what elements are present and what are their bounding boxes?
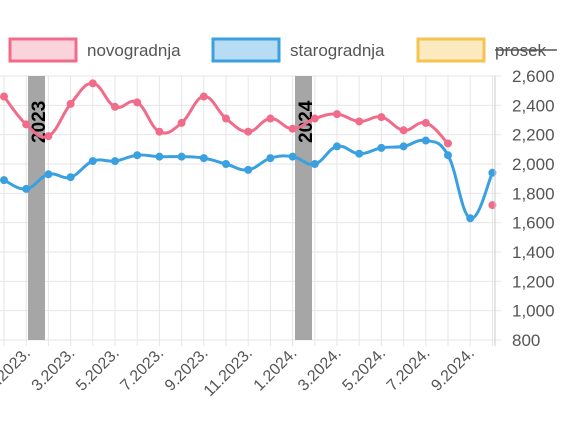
data-point-novogradnja bbox=[266, 114, 275, 123]
y-tick-label: 2,000 bbox=[512, 155, 555, 174]
data-point-novogradnja bbox=[488, 201, 497, 210]
data-point-starogradnja bbox=[199, 154, 208, 163]
y-tick-label: 1,200 bbox=[512, 272, 555, 291]
legend-label-novogradnja[interactable]: novogradnja bbox=[87, 41, 181, 60]
y-tick-label: 1,400 bbox=[512, 243, 555, 262]
data-point-novogradnja bbox=[111, 102, 119, 111]
data-point-starogradnja bbox=[488, 168, 497, 177]
data-point-starogradnja bbox=[288, 152, 297, 161]
y-tick-label: 2,600 bbox=[512, 67, 555, 86]
data-point-novogradnja bbox=[155, 127, 164, 136]
data-point-novogradnja bbox=[288, 124, 297, 133]
grid bbox=[0, 75, 501, 346]
data-point-starogradnja bbox=[421, 136, 430, 145]
y-tick-label: 2,200 bbox=[512, 126, 555, 145]
data-point-novogradnja bbox=[399, 126, 408, 135]
axes: 2,600 2,400 2,200 2,000 1,800 1,600 1,400 1,200… bbox=[0, 67, 555, 400]
x-tick-label: 5.2023. bbox=[73, 345, 123, 395]
legend: novogradnja starogradnja prosek bbox=[8, 37, 557, 63]
legend-label-starogradnja[interactable]: starogradnja bbox=[290, 41, 385, 60]
data-point-novogradnja bbox=[421, 118, 430, 127]
x-tick-label: 1.2023. bbox=[0, 345, 34, 395]
data-point-starogradnja bbox=[111, 157, 119, 166]
y-tick-label: 1,600 bbox=[512, 214, 555, 233]
data-point-novogradnja bbox=[199, 92, 208, 101]
data-point-novogradnja bbox=[44, 132, 53, 141]
year-band bbox=[28, 76, 45, 340]
x-tick-label: 3.2024. bbox=[295, 345, 345, 395]
data-point-novogradnja bbox=[333, 110, 341, 119]
x-tick-label: 9.2024. bbox=[428, 345, 478, 395]
data-point-starogradnja bbox=[466, 214, 475, 223]
year-band bbox=[295, 76, 312, 340]
data-point-novogradnja bbox=[355, 117, 364, 126]
data-point-novogradnja bbox=[444, 139, 452, 148]
data-point-starogradnja bbox=[333, 142, 341, 151]
data-point-starogradnja bbox=[0, 176, 8, 185]
data-point-novogradnja bbox=[310, 114, 319, 123]
data-point-starogradnja bbox=[44, 170, 53, 179]
data-point-starogradnja bbox=[377, 143, 386, 152]
y-tick-label: 2,400 bbox=[512, 96, 555, 115]
legend-swatch-novogradnja[interactable] bbox=[8, 37, 78, 63]
data-point-starogradnja bbox=[88, 157, 97, 166]
data-point-starogradnja bbox=[444, 151, 452, 160]
x-tick-label: 3.2023. bbox=[29, 345, 79, 395]
data-point-starogradnja bbox=[177, 152, 186, 161]
data-point-novogradnja bbox=[177, 118, 186, 127]
legend-swatch-prosek[interactable] bbox=[416, 37, 486, 63]
y-tick-label: 800 bbox=[512, 331, 540, 350]
series-layer bbox=[0, 79, 497, 223]
data-point-novogradnja bbox=[88, 79, 97, 88]
data-point-novogradnja bbox=[222, 114, 230, 123]
data-point-starogradnja bbox=[155, 152, 164, 161]
data-point-novogradnja bbox=[133, 98, 142, 107]
data-point-starogradnja bbox=[266, 154, 275, 163]
data-point-novogradnja bbox=[0, 92, 8, 101]
data-point-novogradnja bbox=[22, 120, 31, 129]
data-point-novogradnja bbox=[244, 127, 253, 136]
x-tick-label: 7.2023. bbox=[117, 345, 167, 395]
x-tick-label: 11.2023. bbox=[201, 345, 256, 400]
x-tick-label: 7.2024. bbox=[384, 345, 434, 395]
y-tick-label: 1,800 bbox=[512, 184, 555, 203]
data-point-starogradnja bbox=[222, 160, 230, 168]
data-point-starogradnja bbox=[355, 149, 364, 158]
legend-swatch-starogradnja[interactable] bbox=[211, 37, 281, 63]
data-point-novogradnja bbox=[66, 99, 75, 108]
data-point-starogradnja bbox=[244, 165, 253, 174]
data-point-starogradnja bbox=[66, 173, 75, 182]
data-point-novogradnja bbox=[377, 113, 386, 122]
year-bands: 2023 2024 bbox=[28, 76, 317, 340]
data-point-starogradnja bbox=[310, 160, 319, 168]
data-point-starogradnja bbox=[133, 151, 142, 160]
data-point-starogradnja bbox=[399, 142, 408, 151]
data-point-starogradnja bbox=[22, 184, 31, 193]
x-tick-label: 5.2024. bbox=[339, 345, 389, 395]
x-tick-label: 1.2024. bbox=[251, 345, 301, 395]
y-tick-label: 1,000 bbox=[512, 302, 555, 321]
